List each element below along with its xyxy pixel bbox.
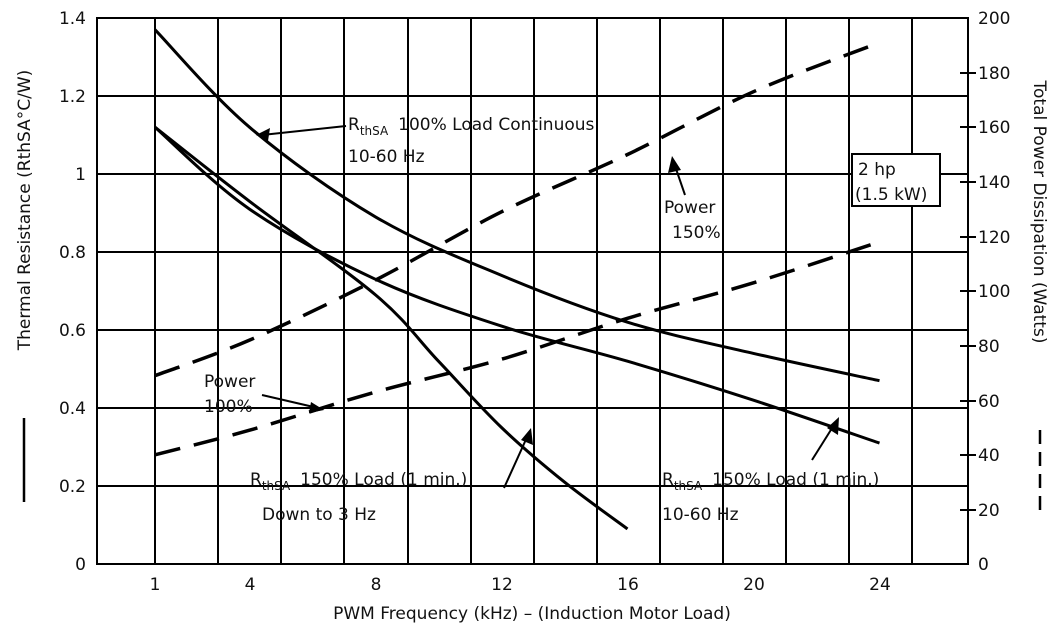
series-line-0: [153, 28, 880, 383]
r-symbol: R: [250, 470, 262, 490]
y-left-tick-label: 0.2: [59, 477, 86, 497]
y-right-tick-label: 160: [978, 118, 1010, 138]
y-right-axis-title: Total Power Dissipation (Watts): [1029, 80, 1049, 344]
arrowhead: [521, 428, 533, 445]
hp-rating-box: [851, 153, 941, 207]
series-line-2: [154, 126, 880, 445]
y-right-tick-labels: 0 20 40 60 80 100 120 140 160 180 200: [978, 9, 1010, 575]
r-subscript: thSA: [262, 479, 291, 493]
y-left-tick-label: 0.6: [59, 321, 86, 341]
x-tick-label: 20: [743, 575, 765, 595]
annotation-text: 100% Load Continuous: [398, 115, 594, 135]
annotation-rthsa-150-low-line1: RthSA 150% Load (1 min.): [250, 470, 467, 493]
arrowhead: [827, 417, 839, 435]
x-tick-label: 1: [150, 575, 161, 595]
y-right-tick-label: 80: [978, 337, 1000, 357]
series-line-1: [154, 126, 629, 531]
annotation-power150-line2: 150%: [672, 223, 721, 243]
x-tick-label: 24: [869, 575, 891, 595]
hp-rating-line1: 2 hp: [858, 160, 896, 180]
series-line-3: [154, 40, 881, 378]
series-group: [153, 28, 881, 531]
y-right-tick-label: 140: [978, 173, 1010, 193]
annotation-arrow: [261, 125, 347, 136]
annotation-text: 150% Load (1 min.): [712, 470, 879, 490]
annotations: RthSA 100% Load Continuous 10-60 Hz RthSA…: [204, 115, 941, 525]
annotation-arrow: [503, 434, 529, 489]
y-left-axis-title: Thermal Resistance (RthSA°C/W): [15, 70, 35, 352]
arrowhead: [256, 128, 270, 141]
r-subscript: thSA: [360, 124, 389, 138]
right-axis-ticks: [960, 72, 976, 511]
y-left-tick-label: 1.4: [59, 9, 86, 29]
series-line-4: [154, 240, 881, 457]
x-tick-labels: 1 4 8 12 16 20 24: [150, 575, 891, 595]
y-left-tick-label: 0.8: [59, 243, 86, 263]
grid: [97, 18, 968, 564]
annotation-text: 150% Load (1 min.): [300, 470, 467, 490]
y-right-tick-label: 200: [978, 9, 1010, 29]
y-right-tick-label: 40: [978, 446, 1000, 466]
annotation-power100-line2: 100%: [204, 397, 253, 417]
annotation-arrow: [261, 394, 319, 409]
annotation-rthsa-150-line2: 10-60 Hz: [662, 505, 739, 525]
y-right-tick-label: 120: [978, 228, 1010, 248]
arrowhead: [668, 156, 681, 173]
annotation-rthsa-100-line1: RthSA 100% Load Continuous: [348, 115, 595, 138]
y-left-tick-label: 1: [75, 165, 86, 185]
y-left-tick-label: 0: [75, 555, 86, 575]
y-right-tick-label: 100: [978, 282, 1010, 302]
r-symbol: R: [662, 470, 674, 490]
r-subscript: thSA: [674, 479, 703, 493]
annotation-rthsa-150-line1: RthSA 150% Load (1 min.): [662, 470, 879, 493]
r-symbol: R: [348, 115, 360, 135]
y-left-tick-label: 1.2: [59, 87, 86, 107]
annotation-rthsa-100-line2: 10-60 Hz: [348, 147, 425, 167]
x-tick-label: 16: [617, 575, 639, 595]
annotation-power100-line1: Power: [204, 372, 255, 392]
x-axis-title: PWM Frequency (kHz) – (Induction Motor L…: [333, 604, 731, 624]
x-tick-label: 12: [491, 575, 513, 595]
y-left-tick-label: 0.4: [59, 399, 86, 419]
x-tick-label: 4: [245, 575, 256, 595]
x-tick-label: 8: [371, 575, 382, 595]
annotation-power150-line1: Power: [664, 198, 715, 218]
y-right-tick-label: 180: [978, 64, 1010, 84]
annotation-rthsa-150-low-line2: Down to 3 Hz: [262, 505, 376, 525]
arrowhead: [309, 402, 324, 413]
y-right-tick-label: 0: [978, 555, 989, 575]
y-right-tick-label: 20: [978, 501, 1000, 521]
y-left-tick-labels: 0 0.2 0.4 0.6 0.8 1 1.2 1.4: [59, 9, 86, 575]
y-right-tick-label: 60: [978, 392, 1000, 412]
annotation-arrow: [811, 424, 835, 461]
hp-rating-line2: (1.5 kW): [855, 185, 927, 205]
